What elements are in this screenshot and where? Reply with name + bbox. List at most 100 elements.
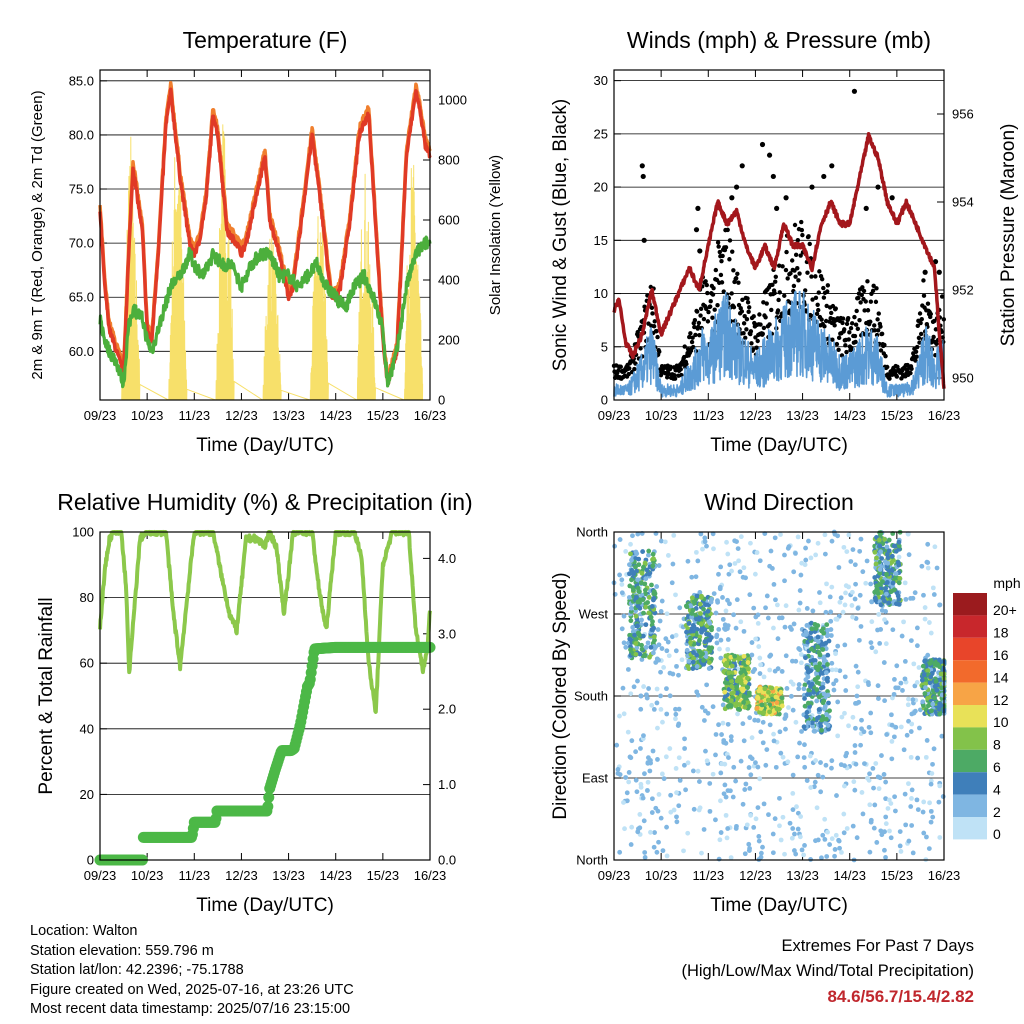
direction-point xyxy=(617,572,622,578)
direction-point xyxy=(635,599,641,605)
gust-peak-point xyxy=(766,152,773,158)
direction-point xyxy=(817,652,823,658)
direction-point xyxy=(802,742,807,748)
direction-point xyxy=(924,559,930,565)
direction-point xyxy=(755,695,761,701)
direction-point xyxy=(735,711,740,717)
direction-point xyxy=(771,582,777,587)
direction-point xyxy=(753,816,759,822)
gust-peak-point xyxy=(739,163,745,169)
gust-point xyxy=(770,282,775,288)
direction-point xyxy=(835,643,841,649)
direction-point xyxy=(728,788,733,794)
direction-point xyxy=(621,613,627,619)
gust-point xyxy=(823,318,829,324)
gust-point xyxy=(928,311,933,317)
direction-point xyxy=(725,826,731,831)
direction-point xyxy=(766,689,771,695)
direction-point xyxy=(927,680,933,686)
direction-point xyxy=(706,619,712,625)
direction-point xyxy=(656,839,661,845)
legend-swatch xyxy=(953,817,987,840)
direction-point xyxy=(638,580,644,586)
direction-point xyxy=(754,550,760,555)
direction-point xyxy=(741,565,747,571)
rainfall-point xyxy=(262,800,274,812)
direction-point xyxy=(753,760,758,766)
gust-point xyxy=(710,292,716,297)
direction-point xyxy=(937,664,943,670)
direction-point xyxy=(884,571,889,577)
gust-point xyxy=(878,348,884,353)
rainfall-point xyxy=(263,791,275,803)
direction-point xyxy=(790,807,796,813)
direction-point xyxy=(771,738,777,744)
direction-point xyxy=(628,647,633,653)
direction-point xyxy=(832,531,838,537)
direction-point xyxy=(698,621,704,627)
direction-point xyxy=(836,565,842,570)
gust-point xyxy=(839,353,845,358)
gust-point xyxy=(711,286,716,291)
gust-point xyxy=(814,311,820,317)
direction-point xyxy=(802,682,808,688)
direction-point xyxy=(648,614,654,620)
direction-point xyxy=(802,696,807,701)
gust-point xyxy=(689,339,695,345)
station-location: Location: Walton xyxy=(30,923,138,939)
gust-point xyxy=(921,278,926,283)
direction-point xyxy=(938,671,944,677)
gust-point xyxy=(651,324,657,329)
direction-point xyxy=(717,584,723,590)
direction-point xyxy=(846,584,851,590)
gust-point xyxy=(854,308,859,314)
winds-xtick-label: 09/23 xyxy=(598,408,631,423)
direction-point xyxy=(917,707,923,713)
direction-ytick-label: East xyxy=(582,771,608,786)
gust-point xyxy=(868,299,874,304)
direction-point xyxy=(695,558,701,564)
gust-point xyxy=(806,234,811,239)
direction-point xyxy=(901,747,907,753)
temperature-border xyxy=(99,69,431,401)
direction-point xyxy=(858,742,863,748)
direction-point xyxy=(823,716,829,722)
gust-point xyxy=(719,280,725,285)
direction-xtick-label: 14/23 xyxy=(833,868,866,883)
direction-point xyxy=(764,593,770,599)
gust-point xyxy=(829,310,834,316)
direction-point xyxy=(866,724,872,730)
legend-label: 14 xyxy=(993,669,1009,685)
direction-point xyxy=(751,824,757,830)
gust-point xyxy=(691,344,696,350)
gust-point xyxy=(751,314,756,319)
direction-point xyxy=(651,596,657,602)
direction-point xyxy=(663,636,669,642)
humidity-xtick-label: 10/23 xyxy=(131,868,164,883)
direction-point xyxy=(875,627,880,633)
direction-point xyxy=(812,779,818,785)
direction-point xyxy=(850,823,856,829)
direction-point xyxy=(930,814,936,820)
direction-point xyxy=(893,808,898,814)
direction-point xyxy=(804,623,810,628)
direction-ytick-label: North xyxy=(576,853,608,868)
direction-point xyxy=(721,791,727,797)
direction-point xyxy=(838,595,844,601)
gust-point xyxy=(721,289,726,294)
direction-point xyxy=(846,723,851,729)
direction-point xyxy=(716,626,722,632)
winds-xtick-label: 11/23 xyxy=(692,408,724,423)
direction-point xyxy=(917,725,922,731)
direction-point xyxy=(827,842,833,847)
direction-point xyxy=(742,704,748,710)
direction-point xyxy=(774,700,780,706)
direction-point xyxy=(881,660,887,665)
legend-label: 0 xyxy=(993,826,1001,842)
direction-point xyxy=(798,814,804,819)
gust-peak-point xyxy=(889,195,895,201)
direction-point xyxy=(802,764,808,770)
direction-point xyxy=(707,781,713,786)
direction-point xyxy=(743,781,749,787)
direction-point xyxy=(849,589,855,595)
